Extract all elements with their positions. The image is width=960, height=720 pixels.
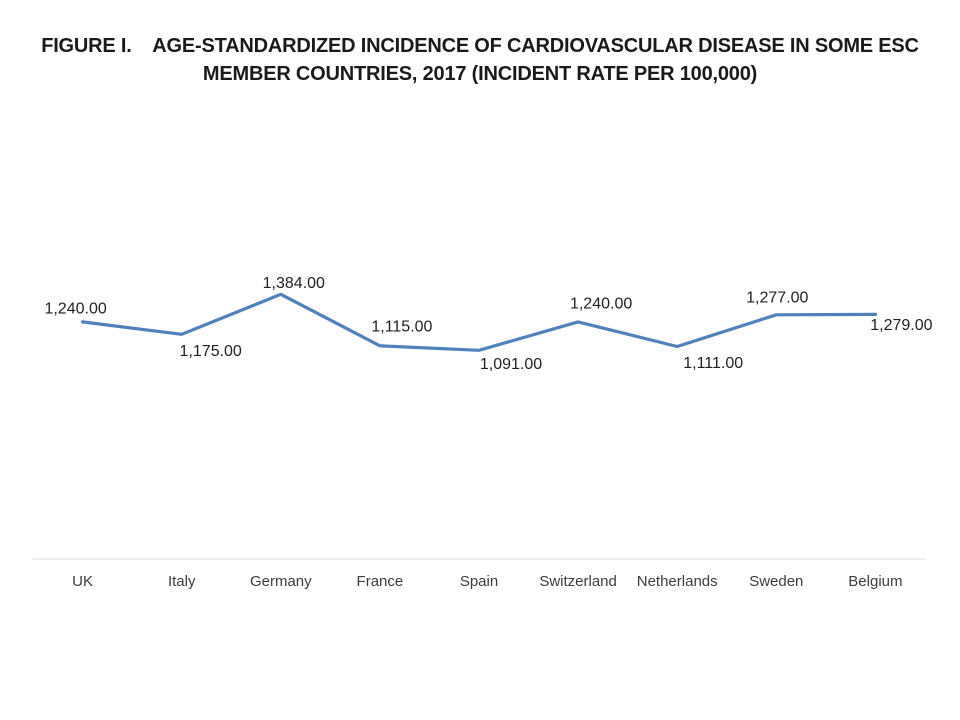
chart-title: FIGURE I. AGE-STANDARDIZED INCIDENCE OF … xyxy=(0,32,960,88)
series-line xyxy=(80,292,878,352)
data-label: 1,091.00 xyxy=(480,356,542,373)
data-label: 1,240.00 xyxy=(570,295,632,312)
data-label: 1,115.00 xyxy=(371,318,432,335)
chart-title-line1: FIGURE I. AGE-STANDARDIZED INCIDENCE OF … xyxy=(41,35,919,57)
data-label: 1,111.00 xyxy=(683,355,743,372)
chart-title-line2: MEMBER COUNTRIES, 2017 (INCIDENT RATE PE… xyxy=(202,63,758,85)
category-label: Switzerland xyxy=(539,573,617,590)
data-label: 1,175.00 xyxy=(180,343,242,360)
data-label: 1,240.00 xyxy=(44,300,106,317)
data-label: 1,384.00 xyxy=(263,275,325,292)
data-label: 1,279.00 xyxy=(870,317,932,334)
data-label: 1,277.00 xyxy=(746,289,808,306)
category-label: UK xyxy=(72,573,93,590)
category-label: Netherlands xyxy=(637,573,718,590)
category-label: Germany xyxy=(250,573,312,590)
category-label: Sweden xyxy=(749,573,803,590)
category-label: France xyxy=(357,573,404,590)
category-label: Belgium xyxy=(848,573,902,590)
category-label: Spain xyxy=(460,573,498,590)
category-label: Italy xyxy=(168,573,196,590)
